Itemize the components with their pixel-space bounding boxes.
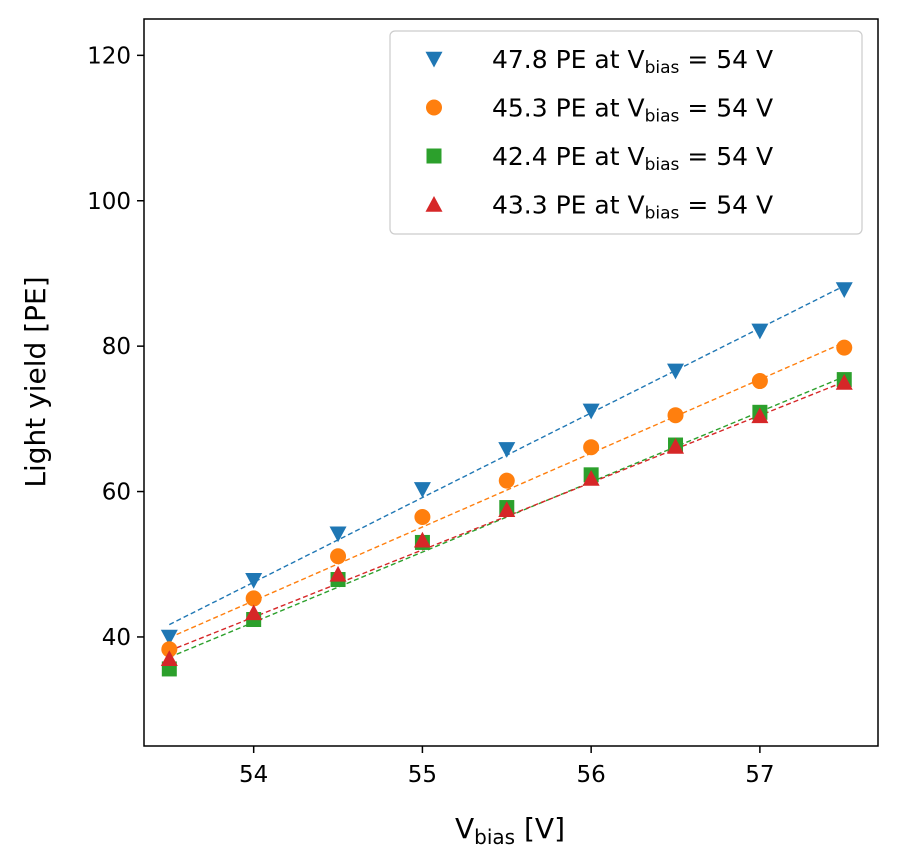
data-point-2 [667,407,684,424]
data-point-4 [751,407,769,424]
data-point-2 [836,339,853,356]
data-point-2 [583,439,600,456]
data-point-4 [413,531,431,548]
data-point-2 [330,548,347,565]
legend-marker-1 [425,51,443,68]
data-point-4 [329,565,347,582]
data-points [160,282,853,677]
data-point-2 [751,373,768,390]
fit-line-2 [169,341,845,639]
data-point-1 [329,526,347,543]
y-tick-label: 40 [102,625,131,651]
data-point-2 [161,641,178,658]
data-point-1 [835,282,853,298]
legend: 47.8 PE at Vbias = 54 V 45.3 PE at Vbias … [389,30,863,235]
data-point-2 [245,590,262,607]
data-point-4 [667,437,685,454]
y-tick-label: 120 [87,43,131,69]
data-point-1 [413,482,431,498]
legend-marker-2 [426,99,442,116]
data-point-4 [498,501,516,517]
legend-marker-3 [426,148,442,164]
fit-line-3 [169,376,845,658]
x-axis-title: Vbias [V] [455,812,565,849]
data-point-1 [498,442,516,458]
data-point-1 [751,323,769,340]
legend-label-1: 47.8 PE at Vbias = 54 V [492,45,773,78]
data-point-1 [667,363,685,380]
data-point-4 [245,604,263,621]
y-axis: 40 60 80 100 120 [87,43,144,651]
data-point-2 [414,508,431,525]
x-tick-label: 56 [577,762,606,788]
x-axis-title-suffix: [V] [515,812,565,845]
plot-frame [143,18,879,747]
data-point-1 [582,403,600,420]
data-point-2 [498,472,515,489]
data-point-4 [160,650,178,666]
legend-frame [389,30,863,235]
x-axis-title-main: V [455,812,474,845]
legend-marker-4 [425,196,443,212]
y-tick-label: 60 [102,480,131,506]
x-tick-label: 54 [239,762,268,788]
data-point-1 [160,629,178,646]
x-axis-title-sub: bias [474,825,515,849]
x-axis: 54 55 56 57 [239,746,775,788]
data-point-1 [245,573,263,589]
x-tick-label: 55 [408,762,437,788]
legend-label-3: 42.4 PE at Vbias = 54 V [492,142,773,175]
data-point-4 [835,374,853,390]
legend-label-4: 43.3 PE at Vbias = 54 V [492,191,773,224]
y-tick-label: 100 [87,189,131,215]
x-tick-label: 57 [745,762,774,788]
data-point-4 [582,469,600,486]
y-tick-label: 80 [102,334,131,360]
legend-label-2: 45.3 PE at Vbias = 54 V [492,94,773,127]
y-axis-title: Light yield [PE] [19,276,52,487]
